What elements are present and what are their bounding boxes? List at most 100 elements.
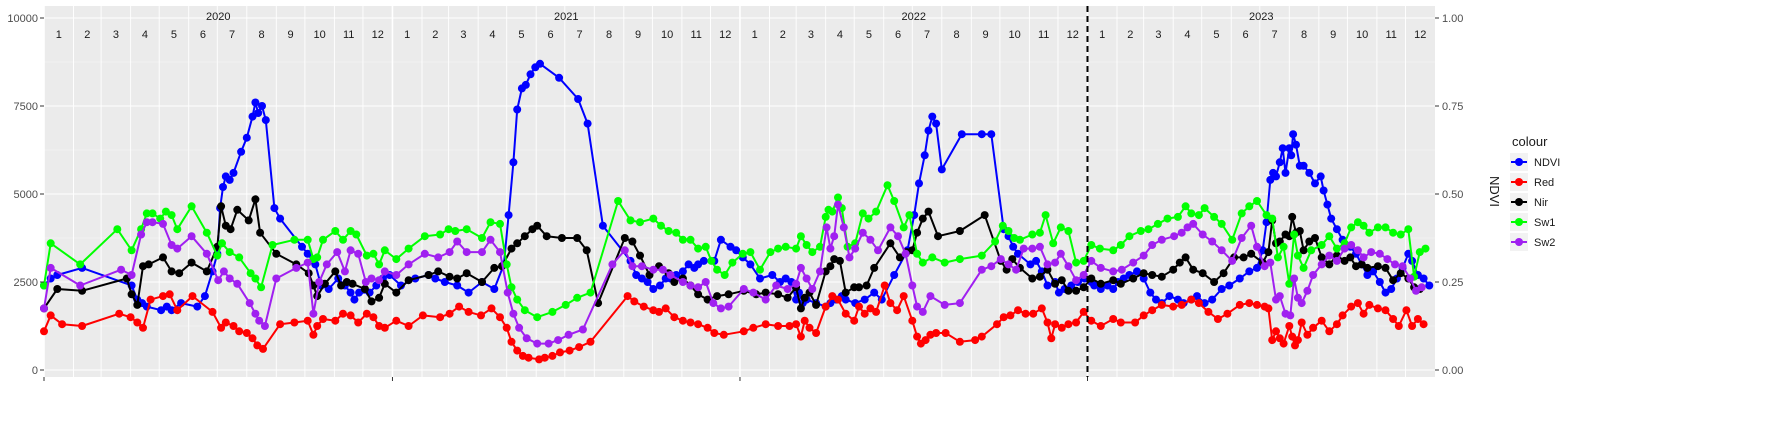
- legend-key-point: [1515, 198, 1523, 206]
- data-point-red: [710, 329, 719, 337]
- data-point-ndvi: [870, 288, 879, 297]
- data-point-nir: [636, 251, 644, 260]
- data-point-nir: [812, 300, 821, 309]
- data-point-sw2: [1064, 262, 1073, 271]
- data-point-sw1: [686, 235, 695, 244]
- data-point-sw2: [649, 265, 658, 274]
- data-point-red: [785, 322, 794, 330]
- data-point-sw2: [1325, 251, 1334, 260]
- data-point-ndvi: [193, 302, 202, 311]
- data-point-nir: [886, 239, 895, 248]
- data-point-red: [886, 299, 895, 308]
- data-point-nir: [175, 269, 184, 278]
- data-point-nir: [1139, 269, 1148, 278]
- data-point-ndvi: [251, 98, 260, 107]
- data-point-sw2: [830, 232, 839, 241]
- data-point-sw2: [749, 288, 758, 297]
- data-point-ndvi: [1054, 288, 1063, 297]
- data-point-ndvi: [1165, 292, 1174, 301]
- data-point-sw1: [1028, 230, 1037, 239]
- data-point-sw2: [1228, 256, 1237, 265]
- data-point-sw2: [354, 249, 363, 258]
- data-point-sw1: [1087, 241, 1096, 249]
- data-point-sw2: [1317, 260, 1326, 269]
- data-point-sw2: [678, 278, 687, 286]
- data-point-nir: [955, 227, 964, 235]
- data-point-sw2: [901, 249, 910, 258]
- month-label: 1: [56, 29, 62, 41]
- data-point-sw2: [462, 248, 471, 257]
- data-point-nir: [1389, 276, 1398, 285]
- data-point-ndvi: [1381, 288, 1390, 297]
- data-point-ndvi: [678, 267, 687, 276]
- data-point-red: [556, 348, 564, 357]
- data-point-sw2: [802, 274, 811, 283]
- data-point-sw1: [977, 251, 986, 260]
- data-point-sw1: [1049, 239, 1058, 248]
- data-point-ndvi: [303, 249, 312, 258]
- data-point-red: [913, 332, 922, 341]
- y-right-tick-label: 0.50: [1442, 189, 1463, 201]
- data-point-sw1: [148, 209, 157, 218]
- data-point-sw2: [772, 281, 781, 290]
- data-point-sw2: [1157, 235, 1166, 244]
- data-point-sw2: [886, 223, 895, 232]
- data-point-sw1: [1217, 219, 1226, 228]
- data-point-red: [1235, 300, 1244, 309]
- data-point-sw1: [1200, 204, 1209, 213]
- data-point-red: [1051, 320, 1060, 329]
- month-label: 1: [752, 29, 758, 41]
- data-point-sw1: [142, 209, 151, 218]
- month-label: 2: [432, 29, 438, 41]
- data-point-ndvi: [649, 285, 658, 293]
- data-point-sw2: [834, 200, 842, 209]
- data-point-ndvi: [598, 221, 607, 230]
- data-point-sw1: [352, 230, 361, 239]
- data-point-sw2: [709, 299, 718, 308]
- data-point-red: [1139, 311, 1148, 320]
- data-point-red: [1021, 309, 1030, 318]
- month-label: 9: [1330, 29, 1336, 41]
- data-point-ndvi: [699, 256, 708, 265]
- data-point-sw2: [515, 323, 524, 332]
- data-point-sw1: [40, 281, 48, 290]
- series-sw2: [40, 200, 1426, 348]
- data-point-ndvi: [574, 95, 583, 103]
- data-point-red: [1213, 315, 1222, 323]
- data-point-sw1: [246, 269, 255, 278]
- data-point-ndvi: [1292, 140, 1300, 149]
- month-label: 12: [372, 29, 384, 41]
- data-point-red: [639, 302, 648, 311]
- data-point-sw1: [883, 181, 892, 190]
- data-point-red: [1413, 315, 1422, 323]
- data-point-sw2: [1275, 292, 1284, 301]
- data-point-red: [221, 318, 230, 327]
- data-point-nir: [1087, 274, 1096, 283]
- data-point-nir: [127, 290, 136, 299]
- data-point-red: [1014, 306, 1022, 315]
- data-point-red: [812, 329, 821, 337]
- data-point-sw2: [375, 276, 384, 285]
- data-point-sw2: [260, 322, 269, 330]
- data-point-red: [173, 306, 182, 315]
- data-point-sw2: [544, 339, 553, 348]
- data-point-ndvi: [1225, 281, 1234, 290]
- data-point-red: [1353, 299, 1362, 308]
- data-point-nir: [1129, 274, 1138, 283]
- month-label: 10: [661, 29, 673, 41]
- data-point-nir: [513, 239, 522, 248]
- data-point-nir: [1210, 278, 1219, 286]
- data-point-red: [796, 332, 805, 341]
- data-point-red: [1109, 315, 1118, 323]
- data-point-sw1: [1125, 232, 1134, 241]
- data-point-nir: [1288, 212, 1297, 221]
- legend-label: NDVI: [1534, 157, 1560, 169]
- data-point-nir: [761, 288, 770, 297]
- data-point-sw1: [520, 306, 529, 315]
- data-point-nir: [256, 228, 265, 237]
- data-point-sw1: [1116, 241, 1125, 249]
- data-point-sw1: [451, 227, 460, 235]
- year-label: 2021: [554, 11, 578, 23]
- data-point-ndvi: [643, 278, 652, 286]
- data-point-sw2: [1253, 242, 1261, 251]
